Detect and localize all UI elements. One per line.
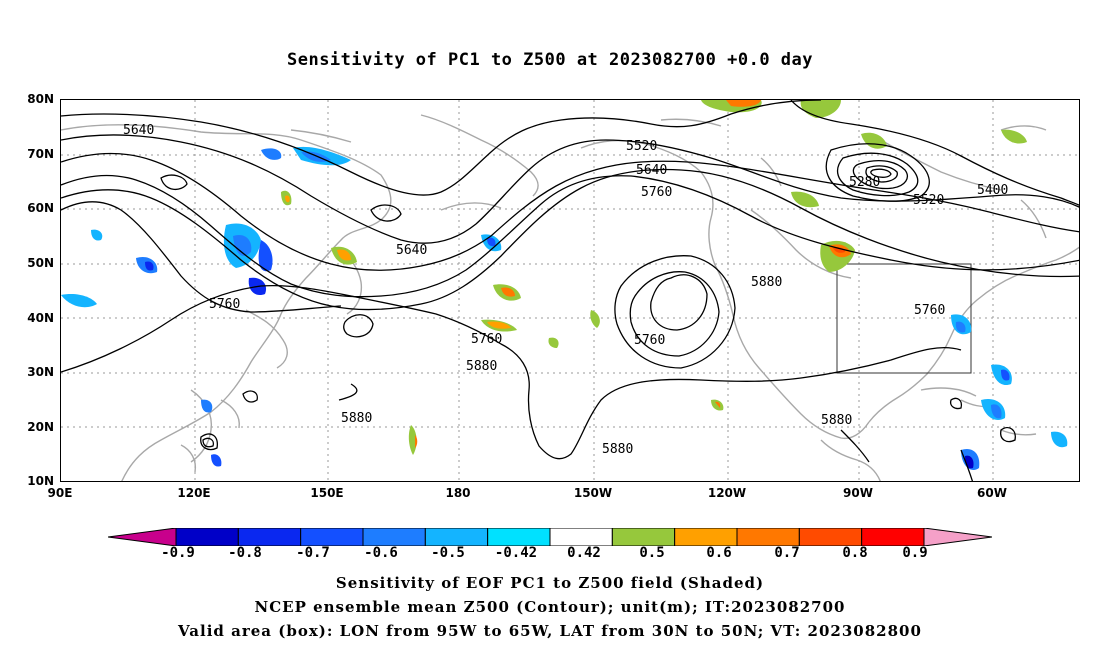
- colorbar-end-left: [107, 527, 177, 547]
- colorbar-cell: [175, 527, 239, 547]
- colorbar-cell: [611, 527, 676, 547]
- lat-label-70n: 70N: [27, 147, 54, 161]
- contour-label: 5880: [751, 275, 782, 290]
- contour-label: 5880: [341, 411, 372, 426]
- lat-label-20n: 20N: [27, 420, 54, 434]
- colorbar-label: 0.8: [842, 545, 868, 561]
- footer-line-3: Valid area (box): LON from 95W to 65W, L…: [178, 622, 922, 640]
- contour-label: 5640: [123, 123, 154, 138]
- contour-labels: 5640 5520 5640 5760 5280 5400 5520 5640 …: [123, 123, 1008, 457]
- contour-label: 5520: [626, 139, 657, 154]
- colorbar-cell: [798, 527, 863, 547]
- footer-line-2: NCEP ensemble mean Z500 (Contour); unit(…: [254, 598, 846, 616]
- colorbar-label: -0.6: [364, 545, 398, 561]
- lat-label-30n: 30N: [27, 365, 54, 379]
- map-gridlines: [61, 100, 1079, 481]
- contour-label: 5760: [914, 303, 945, 318]
- colorbar-cell: [674, 527, 738, 547]
- colorbar: [107, 527, 993, 547]
- chart-title: Sensitivity of PC1 to Z500 at 2023082700…: [286, 50, 813, 70]
- colorbar-label: 0.9: [902, 545, 928, 561]
- z500-contours: [61, 100, 1079, 481]
- colorbar-cell: [362, 527, 426, 547]
- colorbar-label: -0.5: [431, 545, 465, 561]
- colorbar-cell: [861, 527, 925, 547]
- contour-label: 5760: [209, 297, 240, 312]
- contour-label: 5880: [821, 413, 852, 428]
- colorbar-cell: [736, 527, 800, 547]
- lat-label-80n: 80N: [27, 92, 54, 106]
- colorbar-label: 0.5: [639, 545, 665, 561]
- colorbar-svg: [107, 527, 993, 547]
- contour-label: 5640: [396, 243, 427, 258]
- lon-label-150e: 150E: [310, 486, 344, 500]
- lat-label-60n: 60N: [27, 201, 54, 215]
- contour-label: 5760: [634, 333, 665, 348]
- colorbar-end-right: [923, 527, 993, 547]
- colorbar-label: 0.42: [567, 545, 601, 561]
- contour-label: 5880: [602, 442, 633, 457]
- colorbar-cell: [300, 527, 364, 547]
- lon-label-150w: 150W: [573, 486, 613, 500]
- contour-label: 5400: [977, 183, 1008, 198]
- lon-label-180: 180: [445, 486, 471, 500]
- lon-label-90e: 90E: [47, 486, 73, 500]
- colorbar-label: -0.7: [296, 545, 330, 561]
- contour-label: 5640: [636, 163, 667, 178]
- footer-line-1: Sensitivity of EOF PC1 to Z500 field (Sh…: [335, 574, 765, 592]
- colorbar-label: -0.42: [494, 545, 538, 561]
- lon-label-90w: 90W: [843, 486, 873, 500]
- contour-label: 5760: [641, 185, 672, 200]
- map-panel: 5640 5520 5640 5760 5280 5400 5520 5640 …: [60, 99, 1080, 482]
- map-svg: 5640 5520 5640 5760 5280 5400 5520 5640 …: [61, 100, 1079, 481]
- lon-label-60w: 60W: [977, 486, 1007, 500]
- colorbar-cell: [237, 527, 302, 547]
- colorbar-cell: [487, 527, 551, 547]
- contour-label: 5520: [913, 193, 944, 208]
- contour-label: 5760: [471, 332, 502, 347]
- valid-area-box: [836, 263, 972, 374]
- lat-label-50n: 50N: [27, 256, 54, 270]
- colorbar-label: 0.6: [706, 545, 732, 561]
- lon-label-120w: 120W: [707, 486, 747, 500]
- colorbar-cell: [424, 527, 489, 547]
- colorbar-label: -0.9: [161, 545, 195, 561]
- colorbar-label: -0.8: [228, 545, 262, 561]
- colorbar-label: 0.7: [774, 545, 800, 561]
- contour-label: 5880: [466, 359, 497, 374]
- lon-label-120e: 120E: [177, 486, 211, 500]
- lat-label-10n: 10N: [27, 474, 54, 488]
- colorbar-cell: [549, 527, 613, 547]
- contour-label: 5280: [849, 175, 880, 190]
- lat-label-40n: 40N: [27, 311, 54, 325]
